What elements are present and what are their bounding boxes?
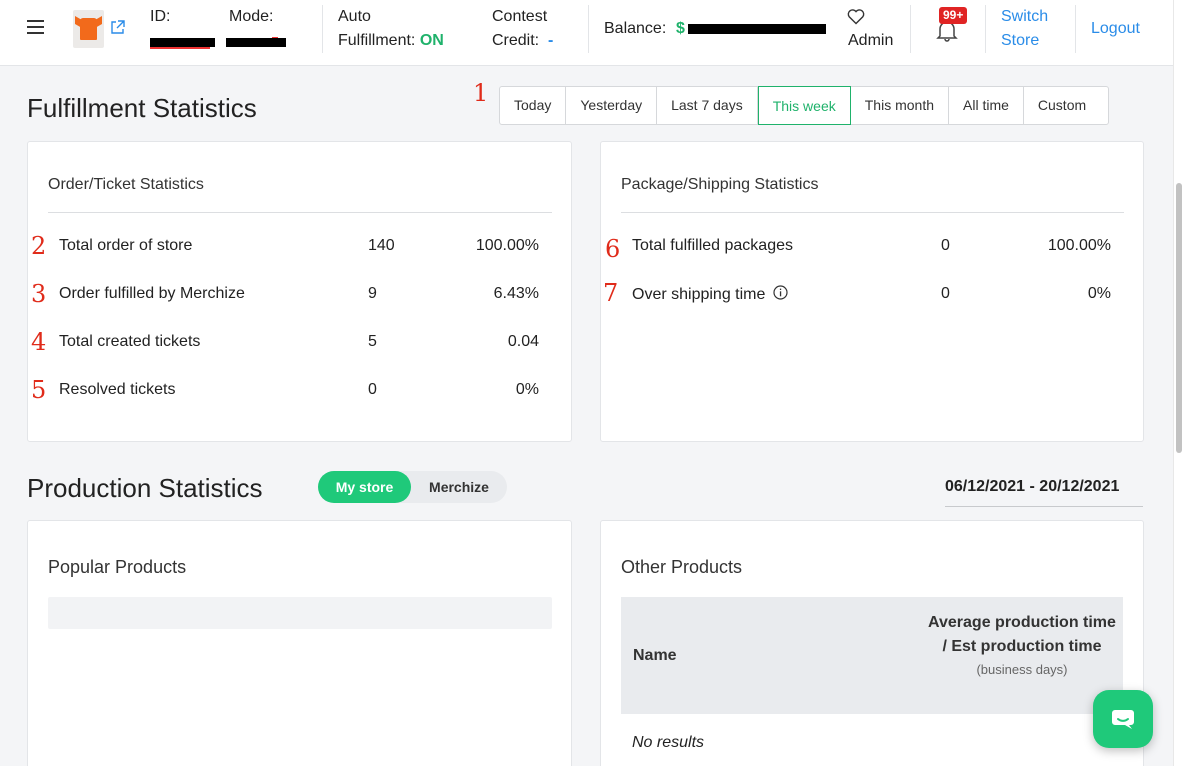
stat-label-fulfilled-by-merchize: Order fulfilled by Merchize — [59, 285, 245, 302]
tab-custom[interactable]: Custom — [1037, 97, 1087, 113]
menu-icon[interactable] — [27, 20, 44, 34]
annotation-2: 2 — [31, 232, 47, 260]
package-card-title: Package/Shipping Statistics — [621, 176, 819, 193]
auto-fulfillment-status[interactable]: ON — [419, 32, 444, 49]
empty-table-message: No results — [632, 734, 705, 751]
store-thumbnail[interactable] — [73, 10, 104, 48]
chat-icon — [1112, 710, 1134, 729]
production-date-range[interactable]: 06/12/2021 - 20/12/2021 — [945, 478, 1143, 507]
total-created-tickets-link[interactable]: Total created tickets — [59, 333, 201, 350]
order-ticket-card: Order/Ticket Statistics Total order of s… — [27, 141, 572, 442]
stat-value-resolved-tickets: 0 — [368, 381, 377, 398]
stat-value-fulfilled-packages: 0 — [941, 237, 950, 254]
scrollbar-thumb[interactable] — [1176, 183, 1182, 453]
switch-store-link[interactable]: Switch — [1001, 8, 1049, 25]
stat-pct-total-orders: 100.00% — [475, 237, 539, 254]
store-scope-toggle: My store Merchize — [318, 471, 507, 503]
switch-store-link-2[interactable]: Store — [1001, 32, 1040, 49]
order-card-title: Order/Ticket Statistics — [48, 176, 204, 193]
stat-pct-fulfilled-by-merchize: 6.43% — [493, 285, 539, 302]
stat-value-fulfilled-by-merchize: 9 — [368, 285, 377, 302]
divider — [322, 5, 323, 53]
top-bar: ID: Mode: Auto Fulfillment: ON Contest C… — [0, 0, 1173, 66]
redacted-store-id — [150, 38, 215, 47]
balance-label: Balance: — [604, 20, 667, 37]
package-shipping-card: Package/Shipping Statistics Total fulfil… — [600, 141, 1144, 442]
divider — [985, 5, 986, 53]
loading-placeholder — [48, 597, 552, 629]
contest-credit-label-2: Credit: - — [492, 32, 554, 49]
annotation-4: 4 — [31, 328, 47, 356]
popular-products-title: Popular Products — [48, 557, 187, 577]
store-id-label: ID: — [150, 8, 171, 25]
chat-button[interactable] — [1093, 690, 1153, 748]
tab-this-week[interactable]: This week — [757, 86, 851, 125]
tab-today[interactable]: Today — [500, 87, 567, 124]
stat-pct-over-shipping-time: 0% — [1087, 285, 1111, 302]
stat-pct-fulfilled-packages: 100.00% — [1047, 237, 1111, 254]
tab-all-time[interactable]: All time — [949, 87, 1024, 124]
contest-credit-label: Contest — [492, 8, 548, 25]
annotation-6: 6 — [605, 235, 621, 263]
production-title: Production Statistics — [27, 473, 263, 503]
divider — [910, 5, 911, 53]
external-link-icon[interactable] — [110, 20, 125, 35]
stat-pct-resolved-tickets: 0% — [515, 381, 539, 398]
info-icon[interactable] — [773, 285, 788, 300]
stat-ratio-created-tickets: 0.04 — [507, 333, 539, 350]
divider — [48, 212, 552, 213]
stat-value-total-orders: 140 — [368, 237, 395, 254]
stat-label-over-shipping-time: Over shipping time — [632, 285, 788, 304]
divider — [1075, 5, 1076, 53]
table-header: Name Average production time / Est produ… — [621, 597, 1123, 714]
stat-value-over-shipping-time: 0 — [941, 285, 950, 302]
date-range-tabs: Today Yesterday Last 7 days This week Th… — [499, 86, 1110, 125]
annotation-5: 5 — [31, 376, 47, 404]
other-products-title: Other Products — [621, 557, 743, 577]
toggle-merchize[interactable]: Merchize — [429, 479, 489, 495]
column-header-production-time: Average production time / Est production… — [926, 611, 1118, 681]
column-header-subtitle: (business days) — [976, 662, 1068, 677]
fulfillment-title: Fulfillment Statistics — [27, 93, 257, 123]
notification-badge[interactable]: 99+ — [939, 7, 968, 24]
contest-credit-value: - — [548, 32, 554, 49]
admin-label[interactable]: Admin — [848, 32, 894, 49]
redacted-mode — [226, 38, 286, 47]
other-products-card: Other Products Name Average production t… — [600, 520, 1144, 766]
auto-fulfillment-label: Auto — [338, 8, 371, 25]
toggle-my-store[interactable]: My store — [318, 471, 411, 503]
stat-label-resolved-tickets: Resolved tickets — [59, 381, 176, 398]
popular-products-card: Popular Products — [27, 520, 572, 766]
redacted-balance — [688, 24, 826, 34]
balance-value: $ — [676, 20, 685, 37]
logout-link[interactable]: Logout — [1091, 20, 1140, 37]
column-header-name: Name — [633, 647, 677, 664]
heart-icon[interactable] — [847, 8, 865, 25]
divider — [621, 212, 1124, 213]
auto-fulfillment-label-2: Fulfillment: ON — [338, 32, 444, 49]
stat-value-created-tickets: 5 — [368, 333, 377, 350]
divider — [588, 5, 589, 53]
tab-last-7-days[interactable]: Last 7 days — [657, 87, 758, 124]
tab-this-month[interactable]: This month — [851, 87, 949, 124]
stat-label-total-orders: Total order of store — [59, 237, 193, 254]
annotation-3: 3 — [31, 280, 47, 308]
annotation-7: 7 — [603, 279, 619, 307]
tab-yesterday[interactable]: Yesterday — [566, 87, 658, 124]
stat-label-fulfilled-packages: Total fulfilled packages — [632, 237, 793, 254]
annotation-1: 1 — [473, 79, 489, 107]
mode-label: Mode: — [229, 8, 274, 25]
